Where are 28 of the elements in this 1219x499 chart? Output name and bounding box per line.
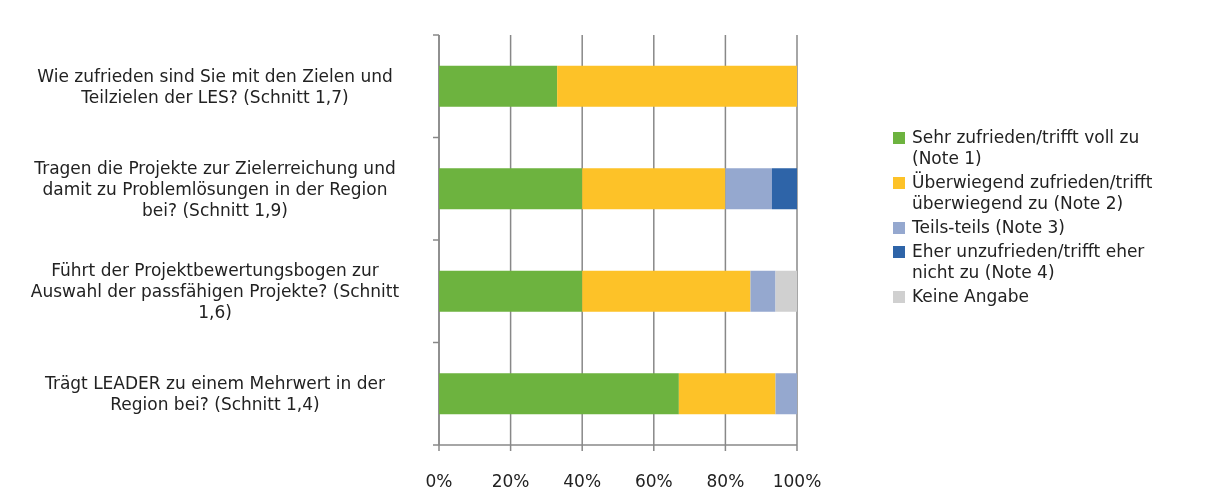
- legend-label: Teils-teils (Note 3): [911, 217, 1065, 237]
- bar: [557, 65, 797, 107]
- x-tick-label: 60%: [634, 471, 673, 491]
- x-tick-label: 100%: [772, 471, 822, 491]
- x-tick-label: 40%: [563, 471, 602, 491]
- bar: [775, 270, 797, 312]
- y-tick-label: Tragen die Projekte zur Zielerreichung und damit zu Problemlösungen in der Region bei? (Schnitt 1,9): [33, 157, 396, 220]
- y-tick-label: Trägt LEADER zu einem Mehrwert in der Region bei? (Schnitt 1,4): [44, 373, 385, 415]
- bar: [439, 65, 558, 107]
- bar: [439, 373, 679, 415]
- bar: [771, 168, 797, 210]
- legend-label: Keine Angabe: [912, 286, 1029, 306]
- legend-label: Überwiegend zufrieden/trifft überwiegend zu (Note 2): [912, 171, 1153, 213]
- bar: [678, 373, 776, 415]
- legend-label: Sehr zufrieden/trifft voll zu (Note 1): [912, 127, 1140, 168]
- bar: [725, 168, 772, 210]
- y-tick-label: Wie zufrieden sind Sie mit den Zielen und Teilzielen der LES? (Schnitt 1,7): [37, 65, 393, 107]
- bar: [582, 168, 726, 210]
- bar: [439, 168, 583, 210]
- bar: [775, 373, 797, 415]
- x-tick-label: 80%: [706, 471, 745, 491]
- bar: [750, 270, 776, 312]
- bar: [439, 270, 583, 312]
- y-tick-label: Führt der Projektbewertungsbogen zur Auswahl der passfähigen Projekte? (Schnitt 1,6): [30, 260, 400, 323]
- bar: [582, 270, 751, 312]
- x-tick-label: 20%: [491, 471, 530, 491]
- x-tick-label: 0%: [425, 471, 453, 491]
- legend-label: Eher unzufrieden/trifft eher nicht zu (Note 4): [912, 241, 1145, 282]
